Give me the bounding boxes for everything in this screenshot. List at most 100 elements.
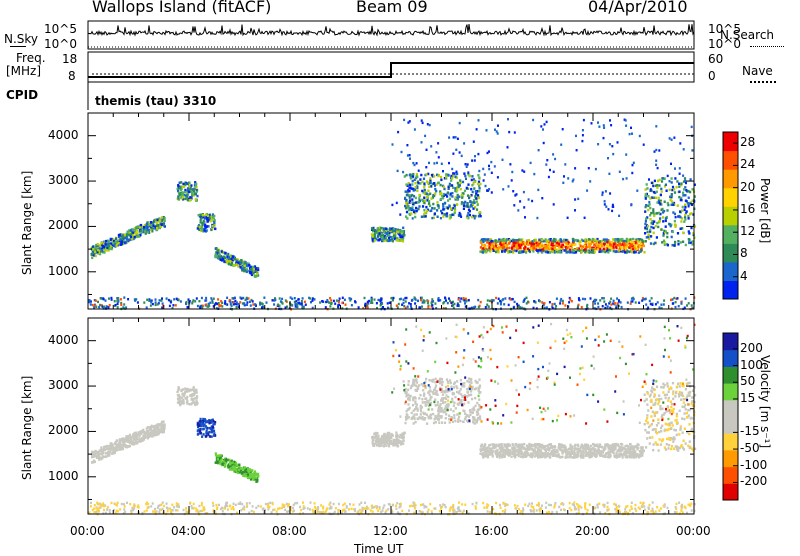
data-point [210,425,213,428]
data-point [471,387,474,391]
noise-point [609,192,612,195]
ground-scatter-point [442,302,445,305]
data-point [644,197,647,200]
data-point [402,230,406,233]
data-point [520,247,523,251]
data-point [527,239,530,242]
noise-point [597,121,599,124]
data-point [234,465,237,469]
data-point [94,244,98,247]
ground-scatter-point [525,302,528,305]
ground-scatter-point [534,301,537,304]
data-point [423,183,426,187]
data-point [406,217,409,220]
data-point [227,252,230,256]
ground-scatter-point [645,303,648,306]
data-point [604,238,607,241]
data-point [412,398,415,402]
data-point [128,441,131,445]
data-point [219,258,222,261]
data-point [163,426,166,429]
data-point [209,216,212,219]
data-point [122,437,125,440]
ground-scatter-point [293,297,296,300]
data-point [407,397,410,401]
noise-point [448,136,451,139]
data-point [646,230,649,234]
data-point [425,413,428,417]
nave-legend-line [750,81,776,83]
ground-scatter-point [296,305,299,309]
data-point [208,435,211,438]
ground-scatter-point [294,303,297,306]
ground-scatter-point [120,301,123,305]
data-point [553,240,556,243]
data-point [407,403,410,406]
noise-point [494,128,496,131]
ground-scatter-point [297,298,300,301]
data-point [553,454,556,457]
ground-scatter-point [310,301,312,304]
noise-point [411,217,414,220]
data-point [473,201,476,204]
data-point [97,453,100,456]
data-point [463,417,467,421]
data-point [686,202,689,205]
data-point [481,251,484,254]
ground-scatter-point [615,305,618,308]
data-point [399,235,402,239]
data-point [95,455,99,458]
ground-scatter-point [595,298,598,302]
ground-scatter-point [634,301,637,304]
data-point [557,250,560,254]
data-point [128,444,131,448]
noise-point [618,170,621,173]
data-point [180,397,183,400]
data-point [139,430,142,433]
data-point [477,215,480,218]
ground-scatter-point [581,297,584,301]
ground-scatter-point [658,306,661,309]
noise-point [540,125,543,128]
data-point [160,426,163,430]
data-point [425,173,428,176]
data-point [677,215,680,218]
data-point [248,269,251,273]
data-point [530,244,533,247]
ground-scatter-point [232,301,235,304]
data-point [374,237,377,241]
noise-point [607,157,609,160]
ground-scatter-point [656,301,659,304]
data-point [388,444,391,448]
data-point [450,385,453,388]
data-point [437,174,440,178]
data-point [476,194,480,197]
data-point [463,402,466,406]
data-point [229,259,232,263]
data-point [202,433,205,436]
data-point [649,218,652,221]
data-point [191,192,194,195]
noise-point [442,170,444,173]
data-point [226,256,229,259]
data-point [104,242,107,246]
data-point [177,386,180,389]
data-point [241,269,244,272]
data-point [632,242,635,245]
data-point [384,434,387,438]
data-point [421,417,424,421]
ground-scatter-point [589,297,592,300]
data-point [679,227,682,230]
ground-scatter-point [234,296,236,299]
ground-scatter-point [161,306,164,309]
data-point [683,177,687,180]
data-point [207,218,210,222]
data-point [655,196,658,199]
noise-point [485,129,488,132]
noise-point [455,148,458,151]
data-point [208,430,211,434]
data-point [404,391,407,395]
data-point [416,175,419,178]
data-point [222,460,225,463]
ground-scatter-point [610,303,613,306]
